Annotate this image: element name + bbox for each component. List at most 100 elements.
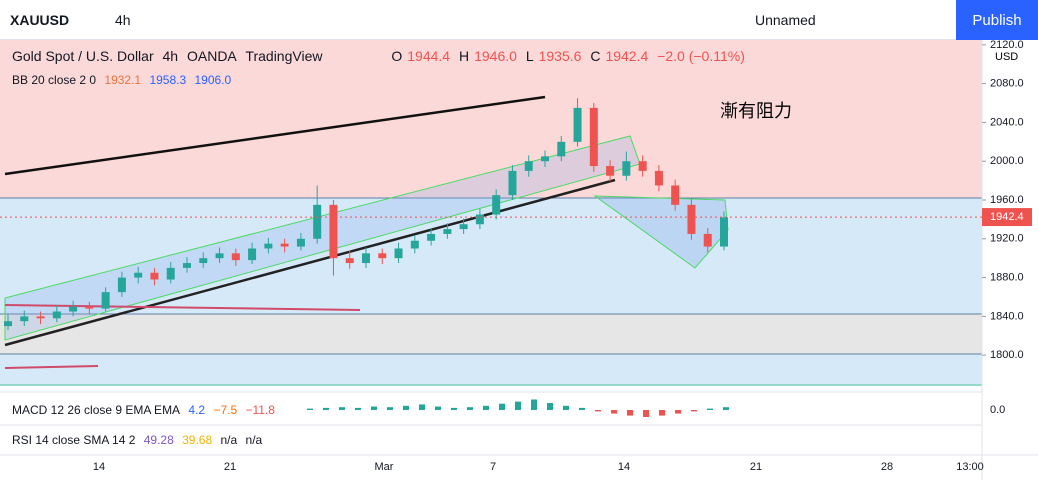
candle-body: [475, 214, 484, 225]
rsi-upper: n/a: [220, 433, 238, 447]
candle-body: [524, 161, 533, 171]
candle-body: [215, 253, 224, 259]
x-tick-label: 21: [750, 461, 762, 473]
candle-body: [654, 170, 663, 186]
candle-body: [36, 316, 45, 319]
legend-source: TradingView: [245, 48, 323, 64]
candle-body: [329, 204, 338, 259]
macd-bar: [403, 405, 409, 410]
candle-body: [52, 311, 61, 319]
macd-bar: [499, 403, 505, 410]
candle-body: [541, 156, 549, 162]
candle-body: [20, 316, 29, 322]
candle-body: [199, 258, 208, 264]
candle-body: [313, 204, 322, 239]
layout-name[interactable]: Unnamed: [755, 12, 816, 28]
legend-change: −2.0 (−0.11%): [657, 48, 745, 64]
y-tick-label: 1880.0: [990, 271, 1024, 283]
macd-bar: [515, 401, 521, 410]
macd-zero-label: 0.0: [990, 404, 1005, 416]
bb-label: BB 20 close 2 0: [12, 73, 97, 87]
candle-body: [248, 248, 257, 261]
candle-body: [573, 107, 582, 142]
candle-body: [557, 141, 566, 157]
candle-body: [589, 107, 598, 167]
y-tick-label: 2000.0: [990, 155, 1024, 167]
macd-hist: −11.8: [245, 403, 275, 417]
candle-body: [101, 292, 110, 309]
candle-body: [85, 306, 94, 309]
x-tick-label: 7: [490, 461, 496, 473]
currency: USD: [995, 51, 1018, 63]
level-line: [4, 365, 99, 369]
candle-body: [183, 263, 191, 268]
macd-bar: [643, 410, 649, 417]
candle-body: [443, 229, 452, 234]
macd-signal: −7.5: [213, 403, 238, 417]
rsi-label: RSI 14 close SMA 14 2: [12, 433, 136, 447]
x-tick-label: 28: [881, 461, 893, 473]
candle-body: [508, 170, 517, 196]
candle-body: [166, 267, 175, 280]
toolbar: XAUUSD 4h Unnamed Publish: [0, 0, 1038, 40]
macd-bar: [435, 406, 441, 410]
candle-body: [296, 238, 305, 247]
candle-body: [362, 253, 370, 264]
legend: Gold Spot / U.S. Dollar 4h OANDA Trading…: [12, 48, 750, 64]
chart: 漸有阻力 USD 1800.0 1840.0 1880.0 1920.0 1960.0 2…: [0, 40, 1038, 480]
macd-bar: [691, 410, 697, 412]
y-tick-label: 1800.0: [990, 349, 1024, 361]
rsi-sma: 39.68: [182, 433, 213, 447]
candle-body: [345, 258, 354, 264]
candle-body: [703, 233, 712, 247]
macd-bar: [371, 406, 377, 410]
x-tick-label: 14: [93, 461, 105, 473]
x-tick-label: Mar: [375, 461, 394, 473]
macd-bar: [563, 405, 569, 410]
candle-body: [264, 243, 273, 249]
candle-body: [394, 248, 403, 259]
legend-interval: 4h: [162, 48, 179, 64]
macd-bar: [339, 407, 345, 410]
macd-bar: [595, 410, 601, 412]
macd-bar: [707, 408, 713, 410]
interval[interactable]: 4h: [115, 12, 131, 28]
macd-bar: [627, 410, 633, 416]
symbol[interactable]: XAUUSD: [10, 12, 70, 28]
candle-body: [687, 204, 696, 234]
legend-exchange: OANDA: [186, 48, 237, 64]
level-line: [4, 304, 361, 311]
trend-line: [4, 95, 546, 176]
legend-l-label: L: [525, 48, 534, 64]
legend-o-label: O: [391, 48, 403, 64]
legend-name: Gold Spot / U.S. Dollar: [12, 48, 154, 64]
macd-bar: [531, 399, 537, 410]
last-price-box: [982, 208, 1032, 227]
candle-body: [720, 217, 728, 247]
rsi-legend: RSI 14 close SMA 14 2 49.28 39.68 n/a n/…: [12, 433, 267, 447]
candle-body: [492, 195, 501, 215]
rsi-value: 49.28: [143, 433, 174, 447]
rsi-lower: n/a: [245, 433, 263, 447]
bb-upper: 1958.3: [149, 73, 187, 87]
y-tick-label: 1840.0: [990, 310, 1024, 322]
candle-body: [378, 253, 387, 259]
candle-body: [606, 166, 615, 176]
publish-button[interactable]: Publish: [956, 0, 1038, 40]
macd-bar: [467, 407, 473, 410]
trend-line: [4, 178, 616, 347]
macd-bar: [723, 407, 729, 410]
y-tick-label: 2080.0: [990, 78, 1024, 90]
legend-h-label: H: [458, 48, 470, 64]
candle-body: [280, 243, 289, 247]
candle-body: [134, 272, 143, 278]
macd-bar: [323, 407, 329, 410]
macd-bar: [451, 407, 457, 410]
x-tick-label: 13:00: [956, 461, 984, 473]
y-tick-label: 2120.0: [990, 40, 1024, 51]
legend-h: 1946.0: [474, 48, 517, 64]
macd-legend: MACD 12 26 close 9 EMA EMA 4.2 −7.5 −11.…: [12, 403, 280, 417]
bb-basis: 1932.1: [104, 73, 142, 87]
last-price-label: 1942.4: [990, 211, 1024, 223]
bb-legend: BB 20 close 2 0 1932.1 1958.3 1906.0: [12, 73, 236, 87]
